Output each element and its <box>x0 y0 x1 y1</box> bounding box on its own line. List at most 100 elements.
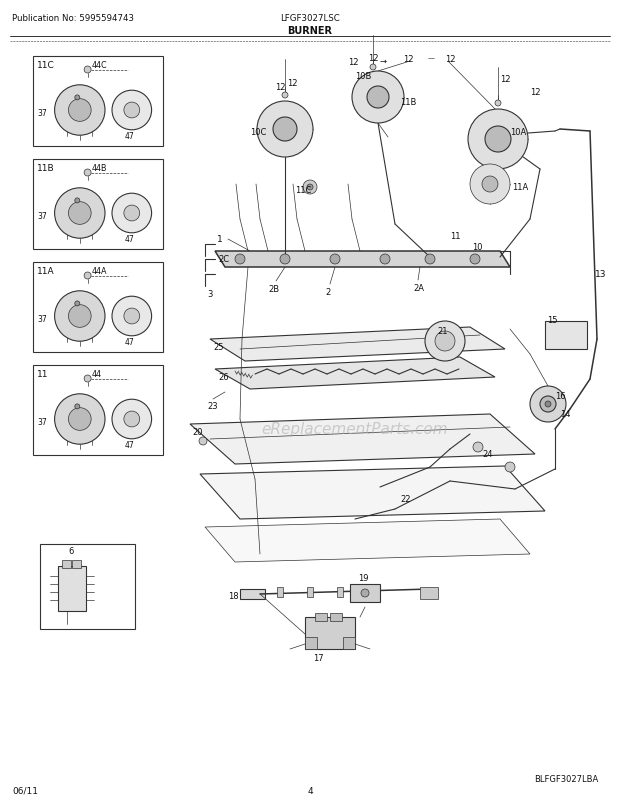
Circle shape <box>68 306 91 328</box>
Text: BLFGF3027LBA: BLFGF3027LBA <box>534 774 598 783</box>
Text: 2: 2 <box>325 288 330 297</box>
Text: 23: 23 <box>207 402 218 411</box>
Circle shape <box>361 589 369 597</box>
Bar <box>350 585 380 602</box>
Circle shape <box>273 118 297 142</box>
Circle shape <box>124 206 140 221</box>
Circle shape <box>495 101 501 107</box>
Polygon shape <box>205 520 530 562</box>
Text: 25: 25 <box>213 342 223 351</box>
Circle shape <box>75 199 80 204</box>
Text: Publication No: 5995594743: Publication No: 5995594743 <box>12 14 134 23</box>
Circle shape <box>112 297 152 336</box>
Bar <box>343 638 355 649</box>
Text: 44C: 44C <box>92 61 107 70</box>
Text: 10C: 10C <box>250 128 267 137</box>
Bar <box>72 561 81 569</box>
Circle shape <box>470 164 510 205</box>
Circle shape <box>68 408 91 431</box>
Circle shape <box>112 399 152 439</box>
Bar <box>277 587 283 597</box>
Text: 1: 1 <box>217 235 223 244</box>
Circle shape <box>282 93 288 99</box>
Text: 2B: 2B <box>268 285 279 294</box>
Text: 12: 12 <box>348 58 358 67</box>
Bar <box>33 160 163 249</box>
Circle shape <box>124 103 140 119</box>
Text: 13: 13 <box>595 269 606 278</box>
Text: 12: 12 <box>500 75 510 84</box>
Text: 2A: 2A <box>413 284 424 293</box>
Circle shape <box>75 95 80 101</box>
Bar <box>33 263 163 353</box>
Text: 06/11: 06/11 <box>12 786 38 795</box>
Circle shape <box>124 309 140 325</box>
Text: 12: 12 <box>275 83 285 92</box>
Text: 17: 17 <box>312 653 323 662</box>
Text: 37: 37 <box>37 418 46 427</box>
Circle shape <box>425 322 465 362</box>
Text: 2C: 2C <box>218 255 229 264</box>
Bar <box>240 589 265 599</box>
Text: 20: 20 <box>192 427 203 436</box>
Text: 22: 22 <box>400 494 410 504</box>
Text: 15: 15 <box>547 316 557 325</box>
Text: 3: 3 <box>207 290 213 298</box>
Text: 14: 14 <box>560 410 570 419</box>
Text: 11A: 11A <box>512 183 528 192</box>
Bar <box>40 545 135 630</box>
Text: 10A: 10A <box>510 128 526 137</box>
Bar <box>128 209 135 218</box>
Bar <box>33 57 163 147</box>
Bar <box>305 618 355 649</box>
Bar <box>58 566 86 611</box>
Circle shape <box>367 87 389 109</box>
Text: 4: 4 <box>307 786 313 795</box>
Circle shape <box>68 202 91 225</box>
Circle shape <box>482 176 498 192</box>
Circle shape <box>199 437 207 445</box>
Circle shape <box>280 255 290 265</box>
Circle shape <box>468 110 528 170</box>
Bar <box>128 312 135 321</box>
Text: 11B: 11B <box>37 164 55 172</box>
Text: —: — <box>428 55 435 61</box>
Text: 21: 21 <box>437 326 448 335</box>
Circle shape <box>545 402 551 407</box>
Polygon shape <box>215 252 510 268</box>
Circle shape <box>84 273 91 280</box>
Text: 47: 47 <box>125 338 135 346</box>
Circle shape <box>235 255 245 265</box>
Text: →: → <box>380 57 387 66</box>
Text: 44: 44 <box>92 370 102 379</box>
Text: 19: 19 <box>358 573 368 582</box>
Text: 10: 10 <box>472 243 482 252</box>
Circle shape <box>55 395 105 444</box>
Circle shape <box>112 91 152 131</box>
Circle shape <box>84 67 91 74</box>
Circle shape <box>55 291 105 342</box>
Circle shape <box>540 396 556 412</box>
Text: 44A: 44A <box>92 267 107 276</box>
Circle shape <box>330 255 340 265</box>
Bar <box>330 614 342 622</box>
Circle shape <box>352 72 404 124</box>
Circle shape <box>425 255 435 265</box>
Circle shape <box>303 180 317 195</box>
Text: 11C: 11C <box>37 61 55 70</box>
Circle shape <box>55 188 105 239</box>
Text: 11A: 11A <box>37 267 55 276</box>
Circle shape <box>84 375 91 383</box>
Text: 47: 47 <box>125 234 135 244</box>
Bar <box>307 587 313 597</box>
Circle shape <box>124 411 140 427</box>
Circle shape <box>75 404 80 409</box>
Circle shape <box>68 99 91 122</box>
Circle shape <box>55 86 105 136</box>
Bar <box>305 638 317 649</box>
Text: 12: 12 <box>403 55 414 64</box>
Text: BURNER: BURNER <box>288 26 332 36</box>
Circle shape <box>84 170 91 176</box>
Polygon shape <box>215 358 495 390</box>
Text: eReplacementParts.com: eReplacementParts.com <box>262 422 448 437</box>
